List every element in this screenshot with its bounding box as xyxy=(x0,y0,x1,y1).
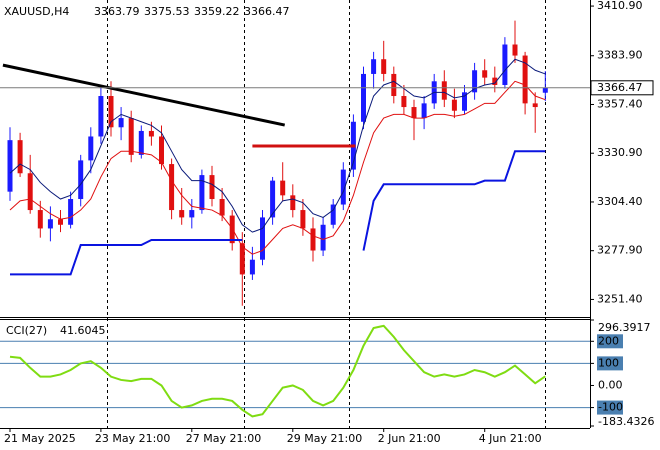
candle-body xyxy=(462,92,467,111)
candle-body xyxy=(58,219,63,225)
y-tick-label: 3330.90 xyxy=(597,146,643,159)
candle-body xyxy=(320,224,326,251)
candle-body xyxy=(138,130,144,155)
candle-body xyxy=(482,70,488,78)
y-tick-label: 3251.40 xyxy=(597,292,643,305)
indicator-line xyxy=(9,58,546,233)
header-close: 3366.47 xyxy=(244,5,290,18)
header-open: 3363.79 xyxy=(94,5,140,18)
cci-line xyxy=(9,324,546,418)
header-high: 3375.53 xyxy=(144,5,190,18)
candle-body xyxy=(411,107,417,119)
candle-body xyxy=(118,118,124,128)
symbol: XAUUSD,H4 xyxy=(4,5,69,18)
trendline xyxy=(2,63,286,127)
candle-body xyxy=(159,136,164,165)
candle-body xyxy=(381,59,387,74)
candle-body xyxy=(17,140,23,174)
cci-name: CCI(27) xyxy=(6,324,47,337)
candle-body xyxy=(7,140,13,192)
x-tick-label: 23 May 21:00 xyxy=(95,432,170,445)
candle-body xyxy=(148,130,154,137)
candle-body xyxy=(98,96,104,137)
candle-body xyxy=(310,228,316,251)
candle-body xyxy=(260,217,265,260)
candle-body xyxy=(189,210,195,218)
cci-tick-label: -183.4326 xyxy=(598,415,654,428)
candle-body xyxy=(492,77,498,85)
level-box xyxy=(597,356,623,371)
candle-body xyxy=(209,175,215,200)
candle-body xyxy=(199,175,205,211)
cci-value: 41.6045 xyxy=(60,324,106,337)
indicator-line xyxy=(9,80,546,255)
y-tick-label: 3410.90 xyxy=(597,0,643,12)
y-tick-label: 3383.90 xyxy=(597,49,643,62)
candle-body xyxy=(441,81,447,100)
candle-body xyxy=(37,210,43,229)
cci-tick-label: 200 xyxy=(598,334,619,347)
cci-tick-label: 0.00 xyxy=(598,378,623,391)
candle-body xyxy=(361,73,366,122)
candle-body xyxy=(270,180,276,218)
candle-body xyxy=(219,199,225,216)
candle-body xyxy=(280,180,286,196)
x-tick-label: 21 May 2025 xyxy=(4,432,76,445)
x-tick-label: 27 May 21:00 xyxy=(186,432,261,445)
candle-body xyxy=(330,204,336,225)
candle-body xyxy=(108,96,114,128)
candle-body xyxy=(522,55,528,104)
candle-body xyxy=(290,195,296,211)
indicator-line xyxy=(10,150,546,276)
candle-body xyxy=(169,164,175,211)
candle-body xyxy=(542,87,548,93)
candle-body xyxy=(68,199,74,225)
candle-body xyxy=(239,243,245,275)
cci-tick-label: 100 xyxy=(598,356,619,369)
candle-body xyxy=(451,99,457,111)
candle-body xyxy=(128,118,134,155)
candle-body xyxy=(472,70,478,93)
level-box xyxy=(597,400,623,415)
level-box xyxy=(597,334,623,349)
x-tick-label: 2 Jun 21:00 xyxy=(378,432,441,445)
candle-body xyxy=(502,44,508,85)
candle-body xyxy=(179,210,185,218)
candle-body xyxy=(300,210,306,229)
current-price-box xyxy=(590,80,654,96)
candle-body xyxy=(27,173,33,211)
x-tick-label: 4 Jun 21:00 xyxy=(479,432,542,445)
header-low: 3359.22 xyxy=(194,5,240,18)
candle-body xyxy=(78,160,84,200)
candle-body xyxy=(371,59,377,74)
candle-body xyxy=(340,169,346,205)
y-tick-label: 3357.40 xyxy=(597,97,643,110)
period-separators xyxy=(107,0,546,428)
y-tick-label: 3277.90 xyxy=(597,244,643,257)
candle-body xyxy=(249,259,255,275)
x-tick-label: 29 May 21:00 xyxy=(287,432,362,445)
candle-body xyxy=(421,103,427,119)
y-tick-label: 3304.40 xyxy=(597,195,643,208)
current-price-label: 3366.47 xyxy=(597,81,643,94)
candle-body xyxy=(47,219,53,229)
candle-body xyxy=(88,136,94,161)
candle-body xyxy=(391,73,397,97)
candle-body xyxy=(401,96,407,108)
cci-tick-label: -100 xyxy=(598,401,623,414)
candle-body xyxy=(532,103,538,108)
cci-tick-label: 296.3917 xyxy=(598,321,651,334)
candle-body xyxy=(512,44,518,56)
